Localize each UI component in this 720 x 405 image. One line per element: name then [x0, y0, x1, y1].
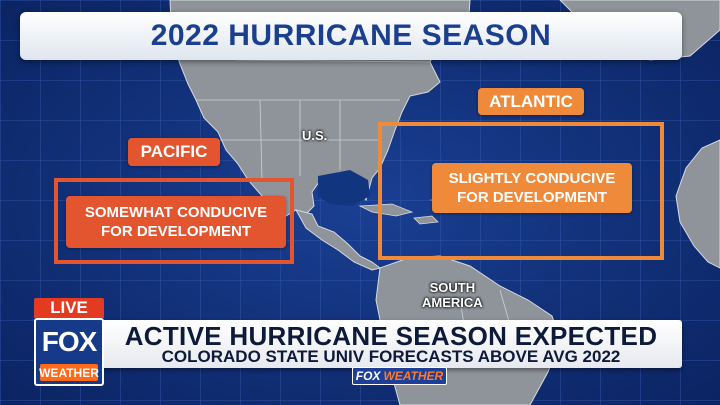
cuba-landmass: [358, 203, 414, 217]
pacific-region-outline: [54, 178, 294, 264]
hispaniola-landmass: [413, 215, 439, 225]
network-brand-strip: FOX WEATHER: [352, 367, 447, 385]
gulf-of-mexico: [318, 170, 370, 206]
south-america-label-line2: AMERICA: [422, 295, 483, 310]
us-label: U.S.: [302, 128, 328, 143]
central-america-landmass: [295, 209, 382, 271]
atlantic-region-outline: [378, 122, 664, 260]
pacific-forecast-line1: SOMEWHAT CONDUCIVE: [84, 204, 268, 221]
pacific-label: PACIFIC: [128, 138, 220, 166]
brand-fox-text: FOX: [355, 369, 381, 383]
headline: ACTIVE HURRICANE SEASON EXPECTED: [124, 321, 658, 351]
lower-third-banner: ACTIVE HURRICANE SEASON EXPECTED COLORAD…: [100, 320, 682, 368]
page-title: 2022 HURRICANE SEASON: [150, 19, 552, 52]
atlantic-forecast-line2: FOR DEVELOPMENT: [456, 189, 607, 206]
atlantic-label: ATLANTIC: [478, 88, 584, 115]
atlantic-forecast-box: SLIGHTLY CONDUCIVE FOR DEVELOPMENT: [432, 163, 632, 213]
fox-logo-text: FOX: [41, 326, 98, 357]
subheadline: COLORADO STATE UNIV FORECASTS ABOVE AVG …: [161, 347, 621, 366]
title-bar: 2022 HURRICANE SEASON: [20, 12, 682, 60]
fox-logo-block: FOX WEATHER: [34, 318, 104, 386]
live-tag: LIVE: [34, 298, 104, 318]
south-america-label: SOUTH AMERICA: [422, 280, 483, 310]
fox-weather-live-logo: LIVE FOX WEATHER: [34, 298, 104, 386]
south-america-label-line1: SOUTH: [429, 280, 476, 295]
pacific-forecast-box: SOMEWHAT CONDUCIVE FOR DEVELOPMENT: [66, 196, 286, 248]
africa-landmass: [675, 139, 720, 269]
atlantic-forecast-line1: SLIGHTLY CONDUCIVE: [448, 170, 616, 187]
atlantic-label-text: ATLANTIC: [489, 91, 573, 111]
weather-logo-text: WEATHER: [39, 364, 99, 381]
brand-weather-text: WEATHER: [383, 369, 444, 383]
pacific-forecast-line2: FOR DEVELOPMENT: [100, 223, 251, 240]
pacific-label-text: PACIFIC: [140, 142, 208, 161]
